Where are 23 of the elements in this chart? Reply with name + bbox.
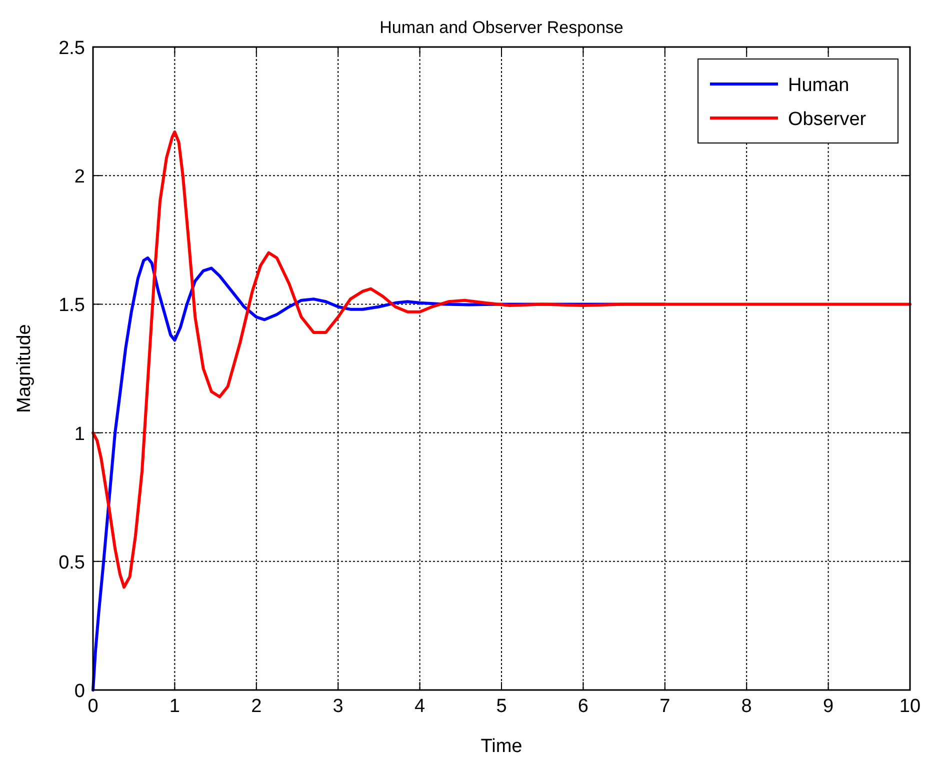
line-series xyxy=(92,130,912,589)
x-tick-label: 8 xyxy=(741,696,752,717)
chart-title: Human and Observer Response xyxy=(380,18,624,37)
legend-label: Observer xyxy=(788,109,867,130)
legend-label: Human xyxy=(788,75,850,96)
x-tick-label: 2 xyxy=(251,696,262,717)
y-axis-title: Magnitude xyxy=(14,324,35,413)
x-tick-label: 9 xyxy=(823,696,834,717)
y-tick-label: 0.5 xyxy=(58,552,85,574)
x-tick-label: 5 xyxy=(496,696,507,717)
x-tick-label: 7 xyxy=(660,696,670,717)
y-tick-label: 2 xyxy=(74,166,85,188)
x-tick-label: 4 xyxy=(414,696,426,717)
x-tick-label: 1 xyxy=(169,696,180,717)
y-tick-label: 2.5 xyxy=(58,38,85,59)
x-tick-label: 3 xyxy=(332,696,344,717)
x-tick-label: 0 xyxy=(88,696,98,717)
x-tick-label: 6 xyxy=(578,696,588,717)
y-tick-label: 1.5 xyxy=(58,295,85,316)
x-tick-label: 10 xyxy=(899,696,921,717)
y-tick-label: 1 xyxy=(74,424,85,445)
x-axis-title: Time xyxy=(480,736,522,757)
y-tick-label: 0 xyxy=(74,681,85,702)
